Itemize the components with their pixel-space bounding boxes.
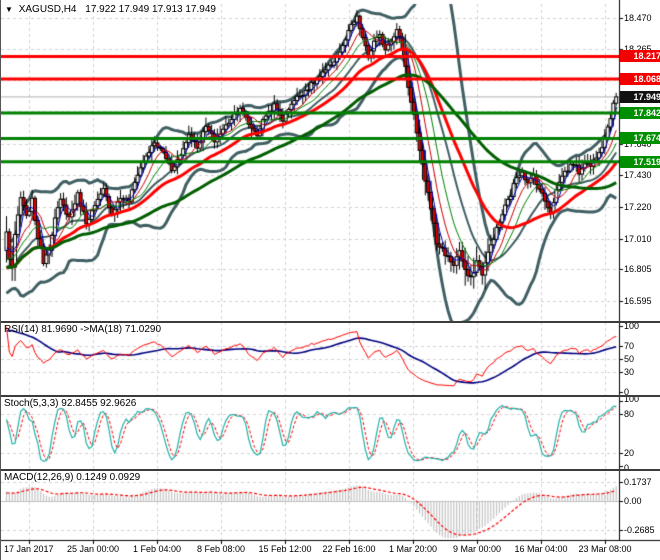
rsi-axis-tick: 70 [624, 340, 635, 351]
time-axis-label: 8 Feb 08:00 [197, 544, 246, 554]
stoch-axis-tick: 100 [624, 394, 640, 404]
rsi-axis-tick: 30 [624, 367, 635, 378]
price-axis-tick: 16.805 [624, 264, 652, 275]
price-axis-tick: 17.220 [624, 201, 652, 212]
chart-header: ▼ XAGUSD,H4 17.922 17.949 17.913 17.949 [5, 4, 216, 15]
macd-axis-tick: 0.1737 [624, 476, 652, 487]
price-axis-tick: 17.430 [624, 170, 652, 181]
stoch-axis-tick: 80 [624, 409, 635, 419]
price-tag-support: 17.519 [620, 155, 660, 168]
stoch-axis-tick: 20 [624, 448, 635, 458]
macd-axis-tick: 0.00 [624, 495, 642, 506]
collapse-arrow-icon[interactable]: ▼ [5, 5, 13, 14]
macd-axis-tick: -0.2685 [624, 525, 655, 536]
price-axis-tick: 16.595 [624, 296, 652, 307]
price-axis-tick: 18.265 [624, 44, 652, 55]
price-axis-tick: 18.470 [624, 13, 652, 24]
price-tag-support: 17.674 [620, 132, 660, 145]
stoch-axis-tick: 0 [624, 463, 630, 473]
rsi-axis-tick: 100 [624, 321, 640, 331]
panel-splitter-macd[interactable] [1, 469, 660, 471]
time-axis-label: 17 Jan 2017 [4, 544, 54, 554]
time-axis-label: 16 Mar 04:00 [514, 544, 568, 554]
stoch-indicator-label: Stoch(5,3,3) 92.8455 92.9626 [4, 398, 137, 409]
time-axis-label: 1 Mar 20:00 [389, 544, 438, 554]
time-axis-label: 1 Feb 04:00 [133, 544, 182, 554]
time-axis-label: 22 Feb 16:00 [322, 544, 376, 554]
price-tag-current: 17.949 [620, 90, 660, 103]
price-tag-support: 17.842 [620, 107, 660, 120]
rsi-indicator-label: RSI(14) 81.9690 ->MA(18) 71.0290 [4, 324, 162, 335]
time-axis-label: 25 Jan 00:00 [67, 544, 120, 554]
panel-splitter-stoch[interactable] [1, 395, 660, 397]
time-axis-label: 15 Feb 12:00 [258, 544, 312, 554]
symbol-period-label: XAGUSD,H4 [18, 4, 77, 15]
ohlc-readout: 17.922 17.949 17.913 17.949 [85, 4, 216, 15]
macd-indicator-label: MACD(12,26,9) 0.1249 0.0929 [4, 472, 141, 483]
rsi-axis-tick: 50 [624, 354, 635, 364]
price-tag-resistance: 18.217 [620, 50, 660, 63]
price-axis-tick: 17.010 [624, 233, 652, 244]
time-axis-label: 23 Mar 08:00 [578, 544, 632, 554]
time-axis-label: 9 Mar 00:00 [453, 544, 502, 554]
price-tag-resistance: 18.068 [620, 72, 660, 85]
panel-splitter-rsi[interactable] [1, 321, 660, 323]
rsi-axis-tick: 0 [624, 387, 630, 397]
